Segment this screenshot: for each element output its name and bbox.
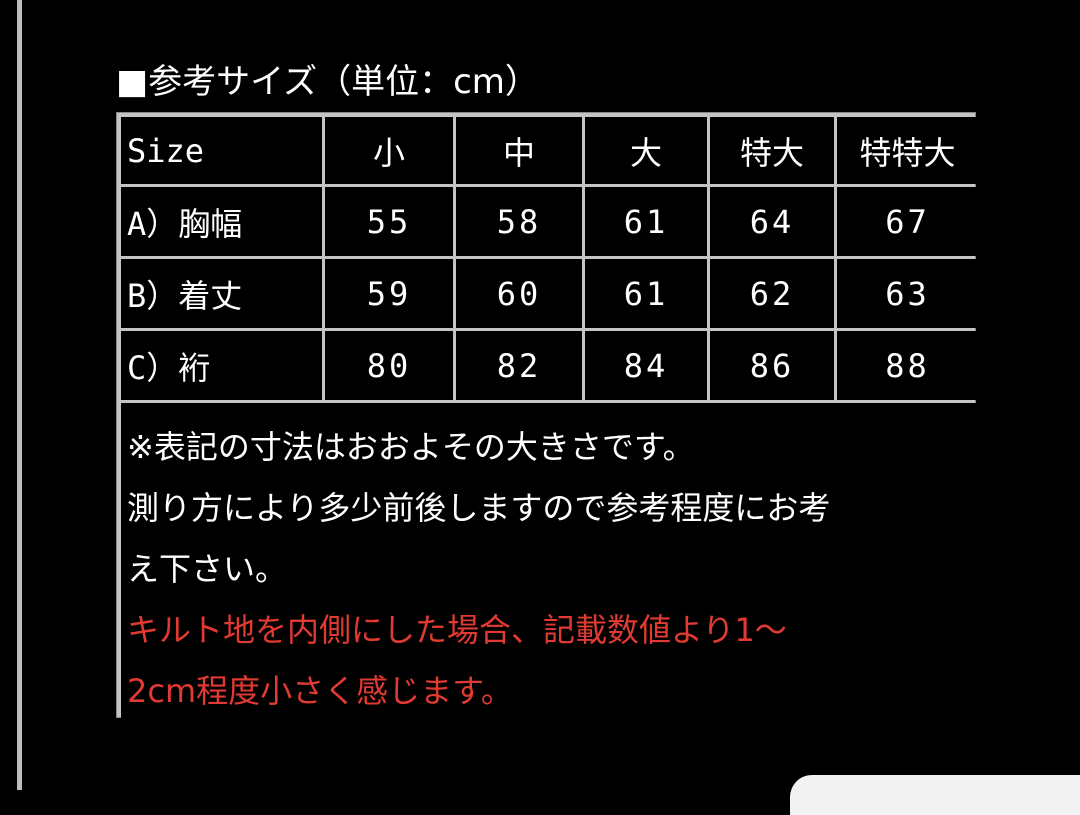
- table-cell: 64: [710, 187, 834, 256]
- row-label-length: B）着丈: [121, 259, 322, 328]
- left-divider: [17, 0, 22, 790]
- table-cell: 67: [837, 187, 978, 256]
- size-table: Size 小 中 大 特大 特特大 A）胸幅 55 58 61 64 67 B）…: [116, 112, 978, 736]
- header-size: Size: [121, 117, 322, 184]
- header-xxl: 特特大: [837, 117, 978, 184]
- header-large: 大: [585, 117, 707, 184]
- table-cell: 88: [837, 331, 978, 400]
- page-title: ■参考サイズ（単位：cm）: [116, 62, 539, 102]
- table-cell: 58: [456, 187, 582, 256]
- note-line: ※表記の寸法はおおよその大きさです。: [127, 428, 695, 466]
- note-line: 測り方により多少前後しますので参考程度にお考: [127, 489, 831, 527]
- warning-line: キルト地を内側にした場合、記載数値より1～: [127, 611, 787, 649]
- table-cell: 86: [710, 331, 834, 400]
- table-cell: 59: [325, 259, 453, 328]
- row-label-sleeve: C）裄: [121, 331, 322, 400]
- partial-panel: [790, 775, 1080, 815]
- table-cell: 84: [585, 331, 707, 400]
- table-cell: 62: [710, 259, 834, 328]
- table-cell: 82: [456, 331, 582, 400]
- note-line: え下さい。: [127, 550, 288, 588]
- header-medium: 中: [456, 117, 582, 184]
- table-cell: 80: [325, 331, 453, 400]
- table-cell: 61: [585, 187, 707, 256]
- row-label-chest: A）胸幅: [121, 187, 322, 256]
- header-small: 小: [325, 117, 453, 184]
- table-cell: 55: [325, 187, 453, 256]
- note-box: ※表記の寸法はおおよその大きさです。 測り方により多少前後しますので参考程度にお…: [121, 403, 978, 736]
- table-cell: 63: [837, 259, 978, 328]
- header-xl: 特大: [710, 117, 834, 184]
- warning-line: 2cm程度小さく感じます。: [127, 672, 513, 710]
- table-cell: 60: [456, 259, 582, 328]
- table-cell: 61: [585, 259, 707, 328]
